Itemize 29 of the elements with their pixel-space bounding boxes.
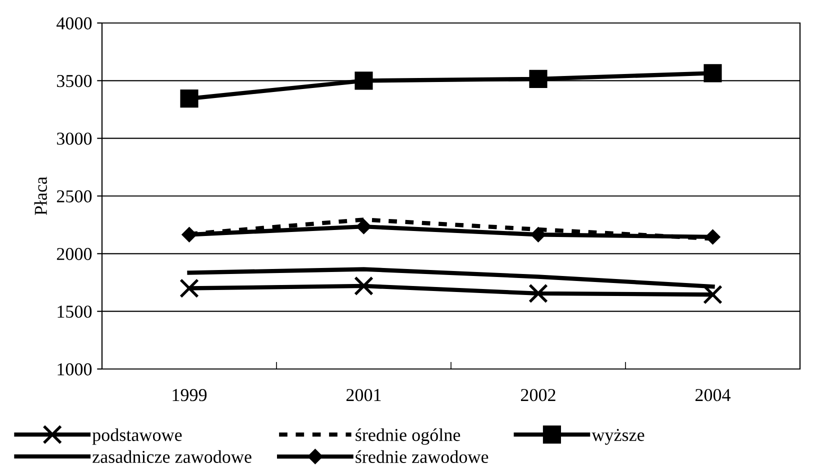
y-tick-label: 1500 [58,306,92,318]
y-tick-label: 2000 [56,248,92,260]
legend-label: średnie zawodowe [356,450,488,464]
point [704,64,722,82]
point [528,284,548,304]
legend-label: zasadnicze zawodowe [92,450,252,463]
point [529,70,548,88]
point [180,278,199,298]
legend-label: wyższe [592,428,644,445]
legend-label: podstawowe [92,428,182,445]
point [180,90,198,108]
y-tick-label: 2500 [56,190,92,202]
x-tick-label: 2001 [346,388,381,402]
point [356,218,372,234]
legend-label: średnie ogólne [356,428,460,445]
x-tick-label: 2004 [695,388,731,402]
x-tick-label: 1999 [172,389,207,402]
x-tick-label: 2002 [520,388,556,402]
point [354,276,374,296]
point [354,72,373,90]
y-tick-label: 3500 [57,74,92,88]
point [703,284,722,304]
y-tick-label: 3000 [57,132,92,145]
y-axis-title: Płaca [34,176,47,216]
y-tick-label: 4000 [56,17,92,30]
y-tick-label: 1000 [58,363,92,376]
point [182,227,197,242]
point [530,227,546,242]
point [705,229,720,245]
